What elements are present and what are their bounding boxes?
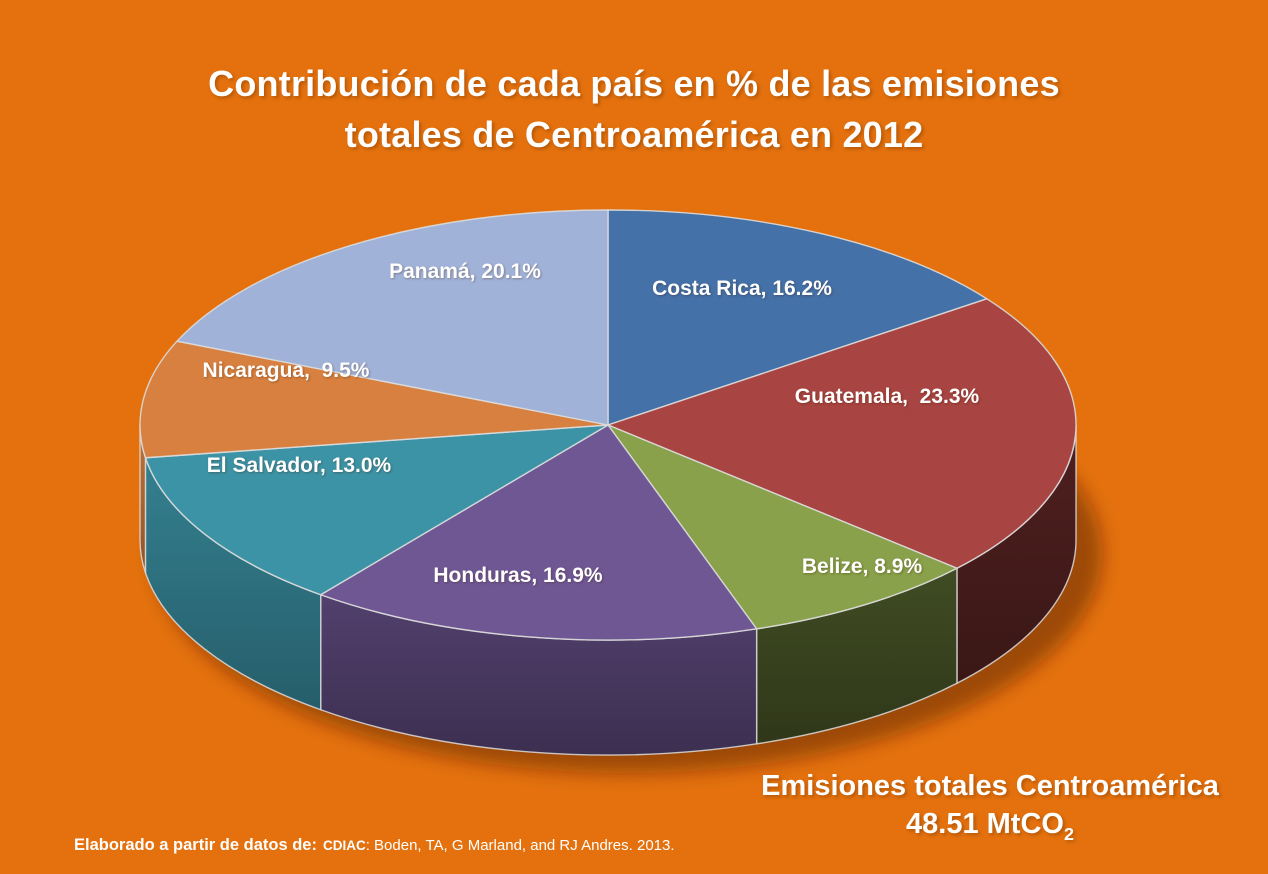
- pie-slice-guatemala: [607, 298, 1077, 569]
- pie-slice-honduras: [320, 424, 758, 641]
- pie-label-nicaragua: Nicaragua, 9.5%: [202, 359, 370, 382]
- total-emissions-value: 48.51 MtCO2: [761, 806, 1219, 846]
- co2-subscript: 2: [1063, 823, 1074, 844]
- pie-slice-costa-rica: [607, 209, 988, 426]
- pie-label-panama: Panamá, 20.1%: [389, 260, 541, 283]
- pie-label-costa-rica: Costa Rica, 16.2%: [652, 277, 832, 300]
- chart-title: Contribución de cada país en % de las em…: [0, 58, 1268, 160]
- pie-label-guatemala: Guatemala, 23.3%: [794, 385, 980, 408]
- pie-slice-belize: [607, 424, 958, 630]
- source-citation: Elaborado a partir de datos de: CDIAC: Bo…: [74, 836, 675, 855]
- pie-slice-panama: [176, 209, 609, 426]
- pie-slice-el-salvador: [144, 424, 609, 596]
- source-prefix: Elaborado a partir de datos de:: [74, 836, 317, 854]
- chart-title-line1: Contribución de cada país en % de las em…: [208, 63, 1060, 104]
- pie-label-el-salvador: El Salvador, 13.0%: [206, 454, 392, 477]
- pie-label-honduras: Honduras, 16.9%: [433, 564, 603, 587]
- pie-label-belize: Belize, 8.9%: [801, 555, 923, 578]
- total-emissions-title: Emisiones totales Centroamérica: [761, 770, 1219, 802]
- total-emissions-amount: 48.51 MtCO: [906, 807, 1064, 840]
- chart-title-line2: totales de Centroamérica en 2012: [344, 114, 924, 156]
- pie-slice-nicaragua: [139, 340, 609, 459]
- source-abbr: CDIAC: [322, 838, 366, 853]
- total-emissions-note: Emisiones totales Centroamérica 48.51 Mt…: [761, 768, 1219, 846]
- source-authors: : Boden, TA, G Marland, and RJ Andres. 2…: [365, 837, 675, 854]
